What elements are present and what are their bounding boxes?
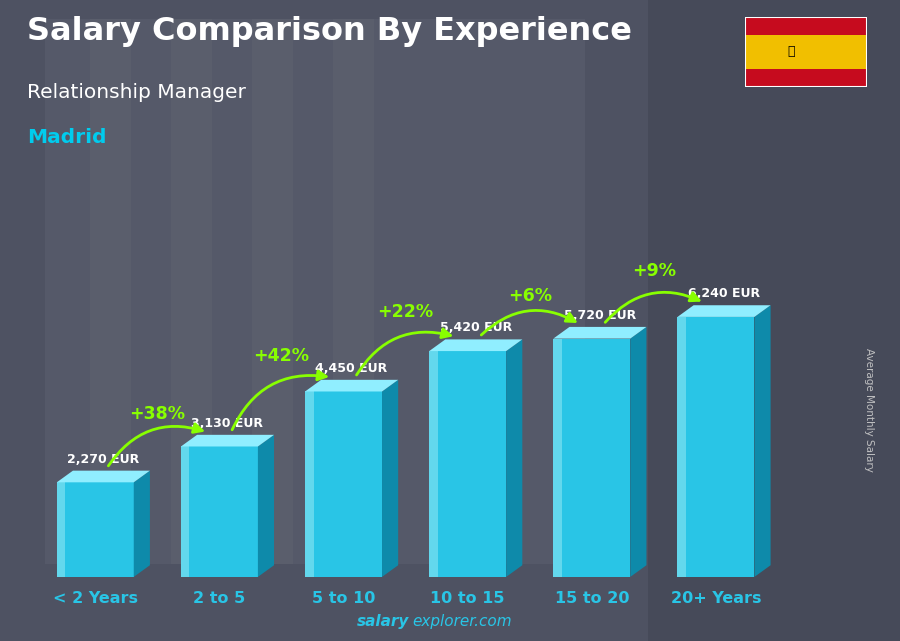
Text: 6,240 EUR: 6,240 EUR [688,287,760,300]
Bar [554,338,630,577]
Bar [305,392,382,577]
Bar [181,447,258,577]
Bar [57,482,134,577]
Text: 4,450 EUR: 4,450 EUR [316,362,388,375]
Polygon shape [258,435,274,577]
Bar [745,17,867,35]
Bar [745,69,867,87]
Bar [429,351,437,577]
Text: +38%: +38% [130,405,185,423]
Bar [171,19,212,564]
Polygon shape [630,327,646,577]
Bar [678,317,686,577]
Bar [90,19,130,564]
Text: Relationship Manager: Relationship Manager [27,83,246,103]
Text: 🛡: 🛡 [788,46,795,58]
Polygon shape [134,470,150,577]
Polygon shape [181,435,274,447]
Bar [648,0,900,641]
Bar [429,351,506,577]
Bar [678,317,754,577]
Text: +42%: +42% [254,347,310,365]
Polygon shape [506,340,522,577]
Text: Average Monthly Salary: Average Monthly Salary [863,348,874,472]
Text: Salary Comparison By Experience: Salary Comparison By Experience [27,16,632,47]
Text: Madrid: Madrid [27,128,106,147]
Bar [305,392,313,577]
Text: +9%: +9% [632,262,676,280]
Polygon shape [678,305,770,317]
Polygon shape [57,470,150,482]
Text: 3,130 EUR: 3,130 EUR [192,417,264,430]
Text: 5,420 EUR: 5,420 EUR [439,321,512,335]
Text: explorer.com: explorer.com [412,615,512,629]
Polygon shape [382,380,398,577]
Bar [252,19,292,564]
Polygon shape [754,305,770,577]
Polygon shape [429,340,522,351]
Bar [333,19,374,564]
Polygon shape [554,327,646,338]
Text: 5,720 EUR: 5,720 EUR [563,309,636,322]
Text: 2,270 EUR: 2,270 EUR [68,453,140,465]
Text: +6%: +6% [508,287,552,305]
Text: salary: salary [357,615,410,629]
Bar [554,338,562,577]
Bar [181,447,189,577]
Polygon shape [305,380,398,392]
Bar [745,35,867,69]
Bar [57,482,66,577]
Bar [45,19,585,564]
Text: +22%: +22% [378,303,434,321]
